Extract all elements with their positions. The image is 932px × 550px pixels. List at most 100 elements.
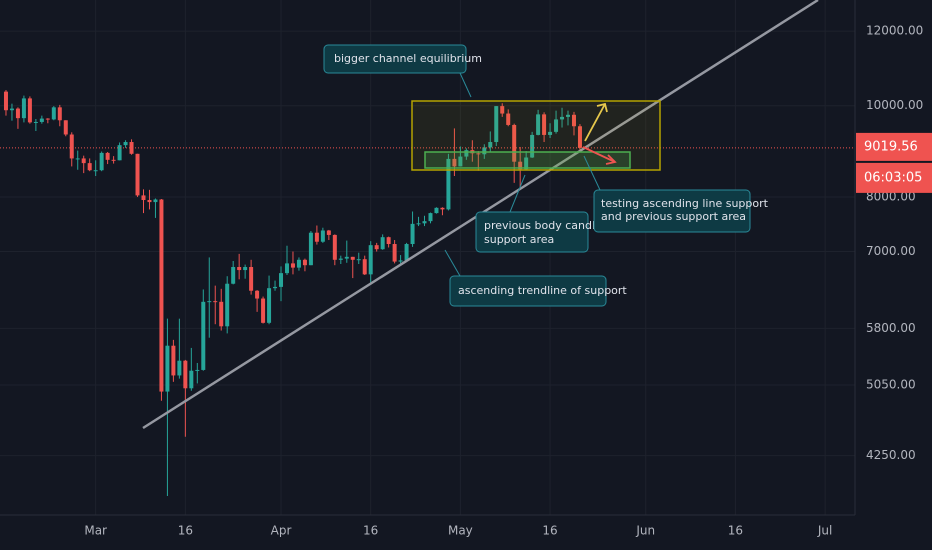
candle-body (314, 232, 319, 242)
candle-body (518, 161, 523, 170)
candle-body (261, 298, 266, 323)
support-box (424, 151, 631, 169)
candle-body (135, 153, 140, 196)
candle-body (3, 91, 8, 111)
y-tick-label: 5050.00 (866, 378, 916, 392)
candle-body (284, 263, 289, 274)
candle-body (308, 232, 313, 266)
price-tag: 9019.56 06:03:05 (856, 132, 932, 193)
candle-body (279, 273, 284, 287)
candle-body (554, 119, 559, 132)
candle-body (51, 107, 56, 120)
candle-body (207, 301, 212, 303)
candle-body (111, 159, 116, 161)
candle-body (374, 245, 379, 250)
x-tick-label: 16 (542, 524, 557, 538)
candle-body (560, 116, 565, 120)
candle-body (267, 288, 272, 323)
candle-body (506, 113, 511, 125)
candle-body (147, 200, 152, 203)
candle-body (548, 131, 553, 135)
candle-body (476, 153, 481, 155)
candle-body (571, 114, 576, 127)
candle-body (577, 126, 582, 148)
candle-body (290, 263, 295, 268)
y-tick-label: 10000.00 (866, 98, 923, 112)
candle-body (398, 260, 403, 262)
candle-body (27, 98, 32, 123)
candle-body (494, 106, 499, 143)
candle-body (440, 207, 445, 210)
callouts: bigger channel equilibrium previous body… (323, 44, 769, 307)
x-tick-label: Mar (84, 524, 107, 538)
candle-body (524, 157, 529, 170)
candle-body (368, 245, 373, 275)
candle-body (428, 213, 433, 222)
candle-body (488, 142, 493, 148)
candle-body (392, 244, 397, 262)
callout-pointer (459, 72, 472, 98)
candle-body (183, 360, 188, 389)
grid (0, 0, 855, 515)
candle-body (404, 244, 409, 261)
candle-body (482, 147, 487, 155)
candle-body (129, 142, 134, 154)
candle-body (201, 301, 206, 370)
countdown-box (856, 162, 932, 193)
candle-body (219, 301, 224, 327)
candle-body (123, 142, 128, 146)
candle-body (338, 258, 343, 260)
candle-body (273, 286, 278, 289)
callout-text: bigger channel equilibrium (334, 52, 482, 65)
candle-body (21, 98, 26, 119)
candle-body (350, 256, 355, 260)
callout-text: ascending trendline of support (458, 284, 627, 297)
candle-body (458, 156, 463, 167)
x-tick-label: 16 (728, 524, 743, 538)
candle-body (93, 170, 98, 172)
callout-box (475, 211, 589, 253)
callout-box (323, 44, 467, 74)
x-tick-label: Jun (635, 524, 655, 538)
candle-body (422, 221, 427, 224)
callout-box (593, 189, 751, 233)
candle-body (69, 134, 74, 159)
candle-body (117, 145, 122, 161)
candle-body (33, 121, 38, 123)
candle-body (326, 230, 331, 235)
callout-text: previous body candle (484, 219, 602, 232)
y-tick-label: 8000.00 (866, 189, 916, 203)
candle-body (356, 259, 361, 261)
candle-body (213, 301, 218, 303)
candle-body (434, 207, 439, 214)
candle-body (464, 150, 469, 157)
candle-body (75, 158, 80, 160)
candle-body (87, 163, 92, 171)
y-tick-label: 12000.00 (866, 24, 923, 38)
candle-body (9, 108, 14, 111)
candle-body (189, 370, 194, 389)
candle-body (171, 345, 176, 376)
candle-body (153, 199, 158, 203)
callout-text: testing ascending line support (601, 197, 769, 210)
candle-body (45, 118, 50, 120)
price-tag-text: 9019.56 (864, 139, 918, 154)
candle-body (81, 158, 86, 164)
y-tick-label: 5800.00 (866, 321, 916, 335)
candle-body (177, 360, 182, 376)
candle-body (320, 230, 325, 242)
candle-body (39, 118, 44, 122)
channel-box (411, 100, 661, 171)
candle-body (500, 106, 505, 114)
callout-pointer (509, 174, 526, 213)
candle-body (536, 114, 541, 135)
candle-body (105, 152, 110, 160)
candle-body (452, 158, 457, 167)
candle-body (237, 267, 242, 271)
x-tick-label: May (448, 524, 473, 538)
countdown-text: 06:03:05 (864, 170, 922, 185)
price-tag-box (856, 132, 932, 161)
x-tick-label: 16 (178, 524, 193, 538)
